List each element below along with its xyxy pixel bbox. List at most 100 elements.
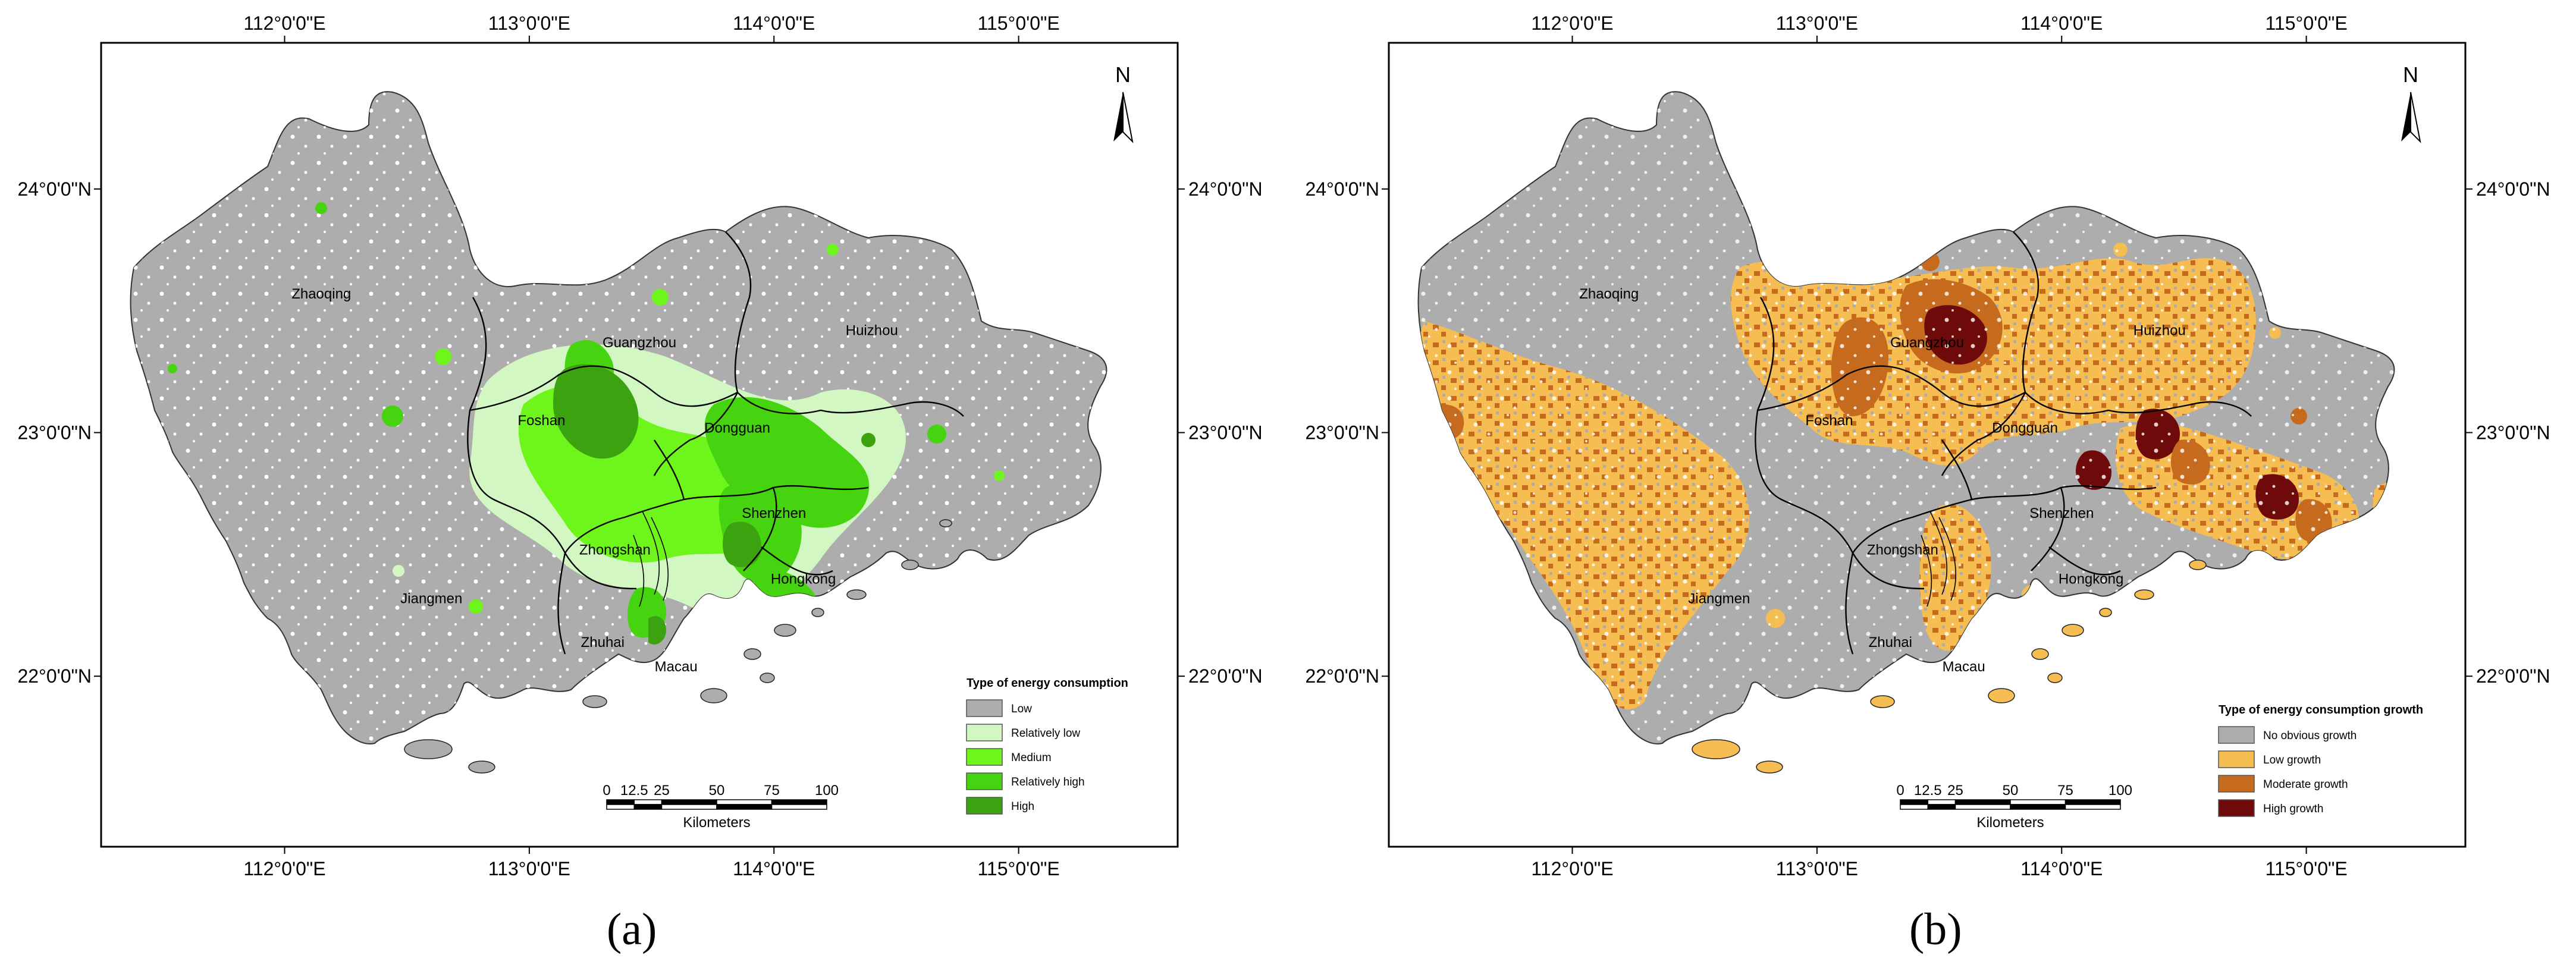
right-latitude-ticks: 24°0'0"N 24°0'0"N 23°0'0"N 23°0'0"N 22°0'0"N… xyxy=(17,178,1262,687)
estuary-lines xyxy=(633,511,669,607)
legend-label: Relatively low xyxy=(1011,727,1080,740)
city-label: Zhaoqing xyxy=(1579,286,1639,302)
lon-tick-label-bottom: 113°0'0"E xyxy=(1776,858,1858,879)
city-label: Shenzhen xyxy=(742,505,806,521)
lat-tick-label-left: 23°0'0"N xyxy=(1305,422,1379,444)
lon-tick-label-top: 114°0'0"E xyxy=(733,12,815,34)
bottom-longitude-ticks: 112°0'0"E 113°0'0"E 114°0'0"E 115°0'0"E xyxy=(1531,847,2348,879)
legend-label: Relatively high xyxy=(1011,776,1085,788)
scale-bar-tick-label: 75 xyxy=(2057,783,2073,799)
city-label: Dongguan xyxy=(704,420,770,436)
city-label: Guangzhou xyxy=(603,335,676,351)
scale-bar-tick-label: 50 xyxy=(2003,783,2019,799)
city-label: Zhuhai xyxy=(581,634,625,651)
lat-tick-label-left: 22°0'0"N xyxy=(17,665,92,687)
scale-bar-unit: Kilometers xyxy=(1976,815,2044,831)
scale-bar-segment xyxy=(633,799,663,805)
city-label: Zhongshan xyxy=(1867,542,1938,558)
bottom-longitude-ticks: 112°0'0"E 113°0'0"E 114°0'0"E 115°0'0"E xyxy=(243,847,1060,879)
legend-swatch xyxy=(2218,799,2255,817)
city-label: Macau xyxy=(655,659,698,675)
lon-tick-label-top: 114°0'0"E xyxy=(2020,12,2103,34)
city-label: Hongkong xyxy=(771,571,836,587)
north-arrow-icon: N xyxy=(1113,62,1134,144)
lat-tick-label-left: 23°0'0"N xyxy=(17,422,92,444)
legend-swatch xyxy=(2218,726,2255,744)
city-label: Guangzhou xyxy=(1890,335,1964,351)
scale-bar-tick-label: 12.5 xyxy=(620,783,648,799)
legend-label: Low xyxy=(1011,703,1032,715)
scale-bar-tick-label: 75 xyxy=(764,783,780,799)
city-label: Huizhou xyxy=(2133,323,2186,339)
coastal-islands xyxy=(1692,519,2240,774)
north-arrow-letter: N xyxy=(2403,62,2418,87)
scale-bar-tick-label: 100 xyxy=(815,783,839,799)
panel-label-a: (a) xyxy=(607,904,657,954)
scale-bar-tick-label: 25 xyxy=(654,783,670,799)
estuary-lines xyxy=(1921,511,1957,607)
scale-bar-segment xyxy=(2064,799,2121,805)
city-label: Huizhou xyxy=(846,323,898,339)
lon-tick-label-bottom: 112°0'0"E xyxy=(1531,858,1613,879)
lon-tick-label-top: 115°0'0"E xyxy=(2266,12,2348,34)
scale-bar-segment xyxy=(771,799,827,805)
lat-tick-label-right: 24°0'0"N xyxy=(1188,178,1263,200)
scale-bar-segment xyxy=(633,804,663,810)
lon-tick-label-top: 115°0'0"E xyxy=(978,12,1060,34)
lon-tick-label-top: 112°0'0"E xyxy=(243,12,325,34)
scale-bar-segment xyxy=(2064,804,2121,810)
lat-tick-label-left: 22°0'0"N xyxy=(1305,665,1379,687)
map-panel-a: 112°0'0"E 113°0'0"E 114°0'0"E 115°0'0"E 112… xyxy=(17,12,1262,954)
scale-bar-unit: Kilometers xyxy=(683,815,750,831)
scale-bar-tick-label: 50 xyxy=(709,783,725,799)
energy-consumption-overlay xyxy=(168,202,1005,645)
city-label: Zhaoqing xyxy=(291,286,351,302)
scale-bar-segment xyxy=(606,799,635,805)
city-label: Macau xyxy=(1943,659,1985,675)
scale-bar-segment xyxy=(1954,799,2011,805)
city-labels: Zhaoqing Guangzhou Huizhou Foshan Dongguan Sh… xyxy=(291,286,898,675)
legend-label: Moderate growth xyxy=(2263,778,2348,791)
city-label: Jiangmen xyxy=(400,590,462,607)
scale-bar-segment xyxy=(1954,804,2011,810)
city-label: Foshan xyxy=(1805,413,1853,429)
legend-swatch xyxy=(966,724,1003,741)
scale-bar-tick-label: 0 xyxy=(603,783,610,799)
lat-tick-label-right: 22°0'0"N xyxy=(2476,665,2550,687)
legend: Type of energy consumption Low Relatively … xyxy=(966,677,1128,815)
legend-label: High xyxy=(1011,800,1034,813)
lon-tick-label-bottom: 113°0'0"E xyxy=(488,858,570,879)
lon-tick-label-bottom: 114°0'0"E xyxy=(2020,858,2103,879)
legend-swatch xyxy=(966,772,1003,790)
scale-bar-segment xyxy=(771,804,827,810)
legend-swatch xyxy=(2218,775,2255,793)
lat-tick-label-right: 23°0'0"N xyxy=(2476,422,2550,444)
scale-bar-segment xyxy=(1900,804,1928,810)
scale-bar-segment xyxy=(2010,804,2066,810)
city-label: Shenzhen xyxy=(2029,505,2094,521)
legend-label: Medium xyxy=(1011,752,1052,764)
top-longitude-ticks: 112°0'0"E 113°0'0"E 114°0'0"E 115°0'0"E xyxy=(1531,12,2348,43)
scale-bar: 0 12.5 25 50 75 100 Kilometers xyxy=(603,783,839,831)
city-label: Zhuhai xyxy=(1869,634,1912,651)
lat-tick-label-right: 22°0'0"N xyxy=(1188,665,1263,687)
legend-label: High growth xyxy=(2263,803,2323,815)
lon-tick-label-bottom: 112°0'0"E xyxy=(243,858,325,879)
scale-bar-tick-label: 12.5 xyxy=(1914,783,1942,799)
scale-bar-tick-label: 25 xyxy=(1947,783,1963,799)
scale-bar-segment xyxy=(716,804,773,810)
city-boundaries xyxy=(1755,231,2252,655)
scale-bar-segment xyxy=(606,804,635,810)
legend-swatch xyxy=(966,748,1003,766)
lat-tick-label-right: 24°0'0"N xyxy=(2476,178,2550,200)
city-boundaries xyxy=(467,231,964,655)
legend-swatch xyxy=(966,699,1003,717)
city-labels: Zhaoqing Guangzhou Huizhou Foshan Dongguan Sh… xyxy=(1579,286,2186,675)
north-arrow-icon: N xyxy=(2401,62,2421,144)
map-figure-b: 112°0'0"E 113°0'0"E 114°0'0"E 115°0'0"E 112… xyxy=(1305,12,2550,879)
scale-bar-segment xyxy=(1927,804,1956,810)
right-latitude-ticks: 24°0'0"N 24°0'0"N 23°0'0"N 23°0'0"N 22°0'0"N… xyxy=(1305,178,2550,687)
map-figure-a: 112°0'0"E 113°0'0"E 114°0'0"E 115°0'0"E 112… xyxy=(17,12,1262,879)
scale-bar-tick-label: 100 xyxy=(2109,783,2132,799)
legend-swatch xyxy=(966,797,1003,815)
